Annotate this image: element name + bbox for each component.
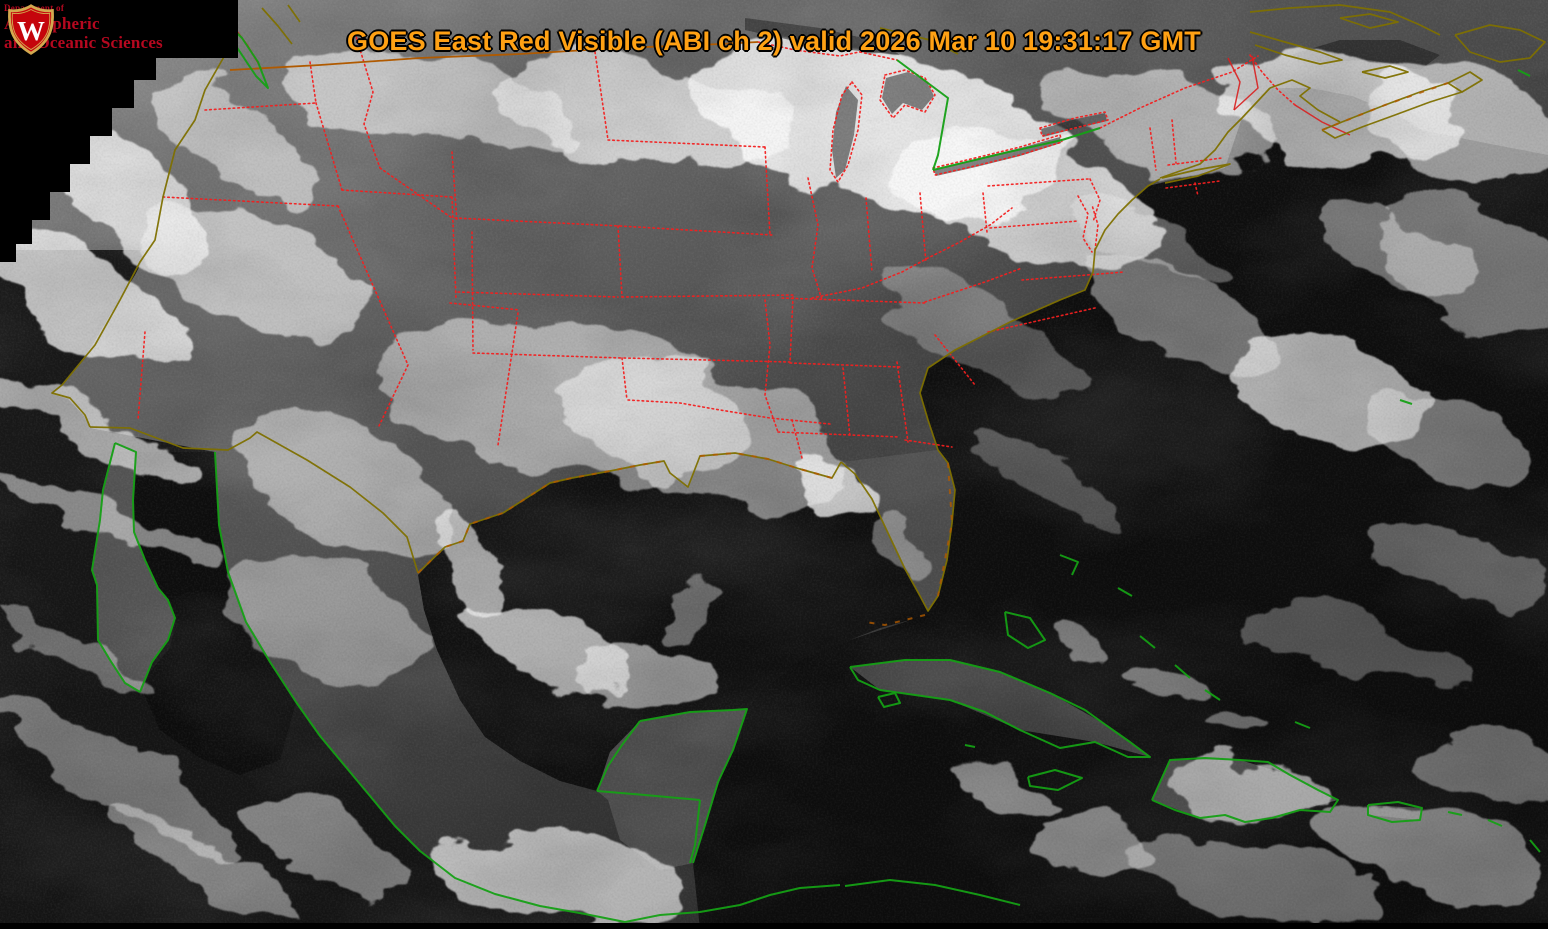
uw-aos-logo: W Department of Atmospheric and Oceanic …: [0, 0, 238, 58]
crest-letter: W: [17, 16, 45, 47]
coastline-overlay: [51, 4, 1546, 612]
image-title-banner: GOES East Red Visible (ABI ch 2) valid 2…: [347, 26, 1201, 56]
state-boundaries-overlay: [137, 32, 1296, 459]
uw-crest-icon: W: [8, 4, 54, 55]
canada-border-overlay: [229, 41, 1449, 627]
